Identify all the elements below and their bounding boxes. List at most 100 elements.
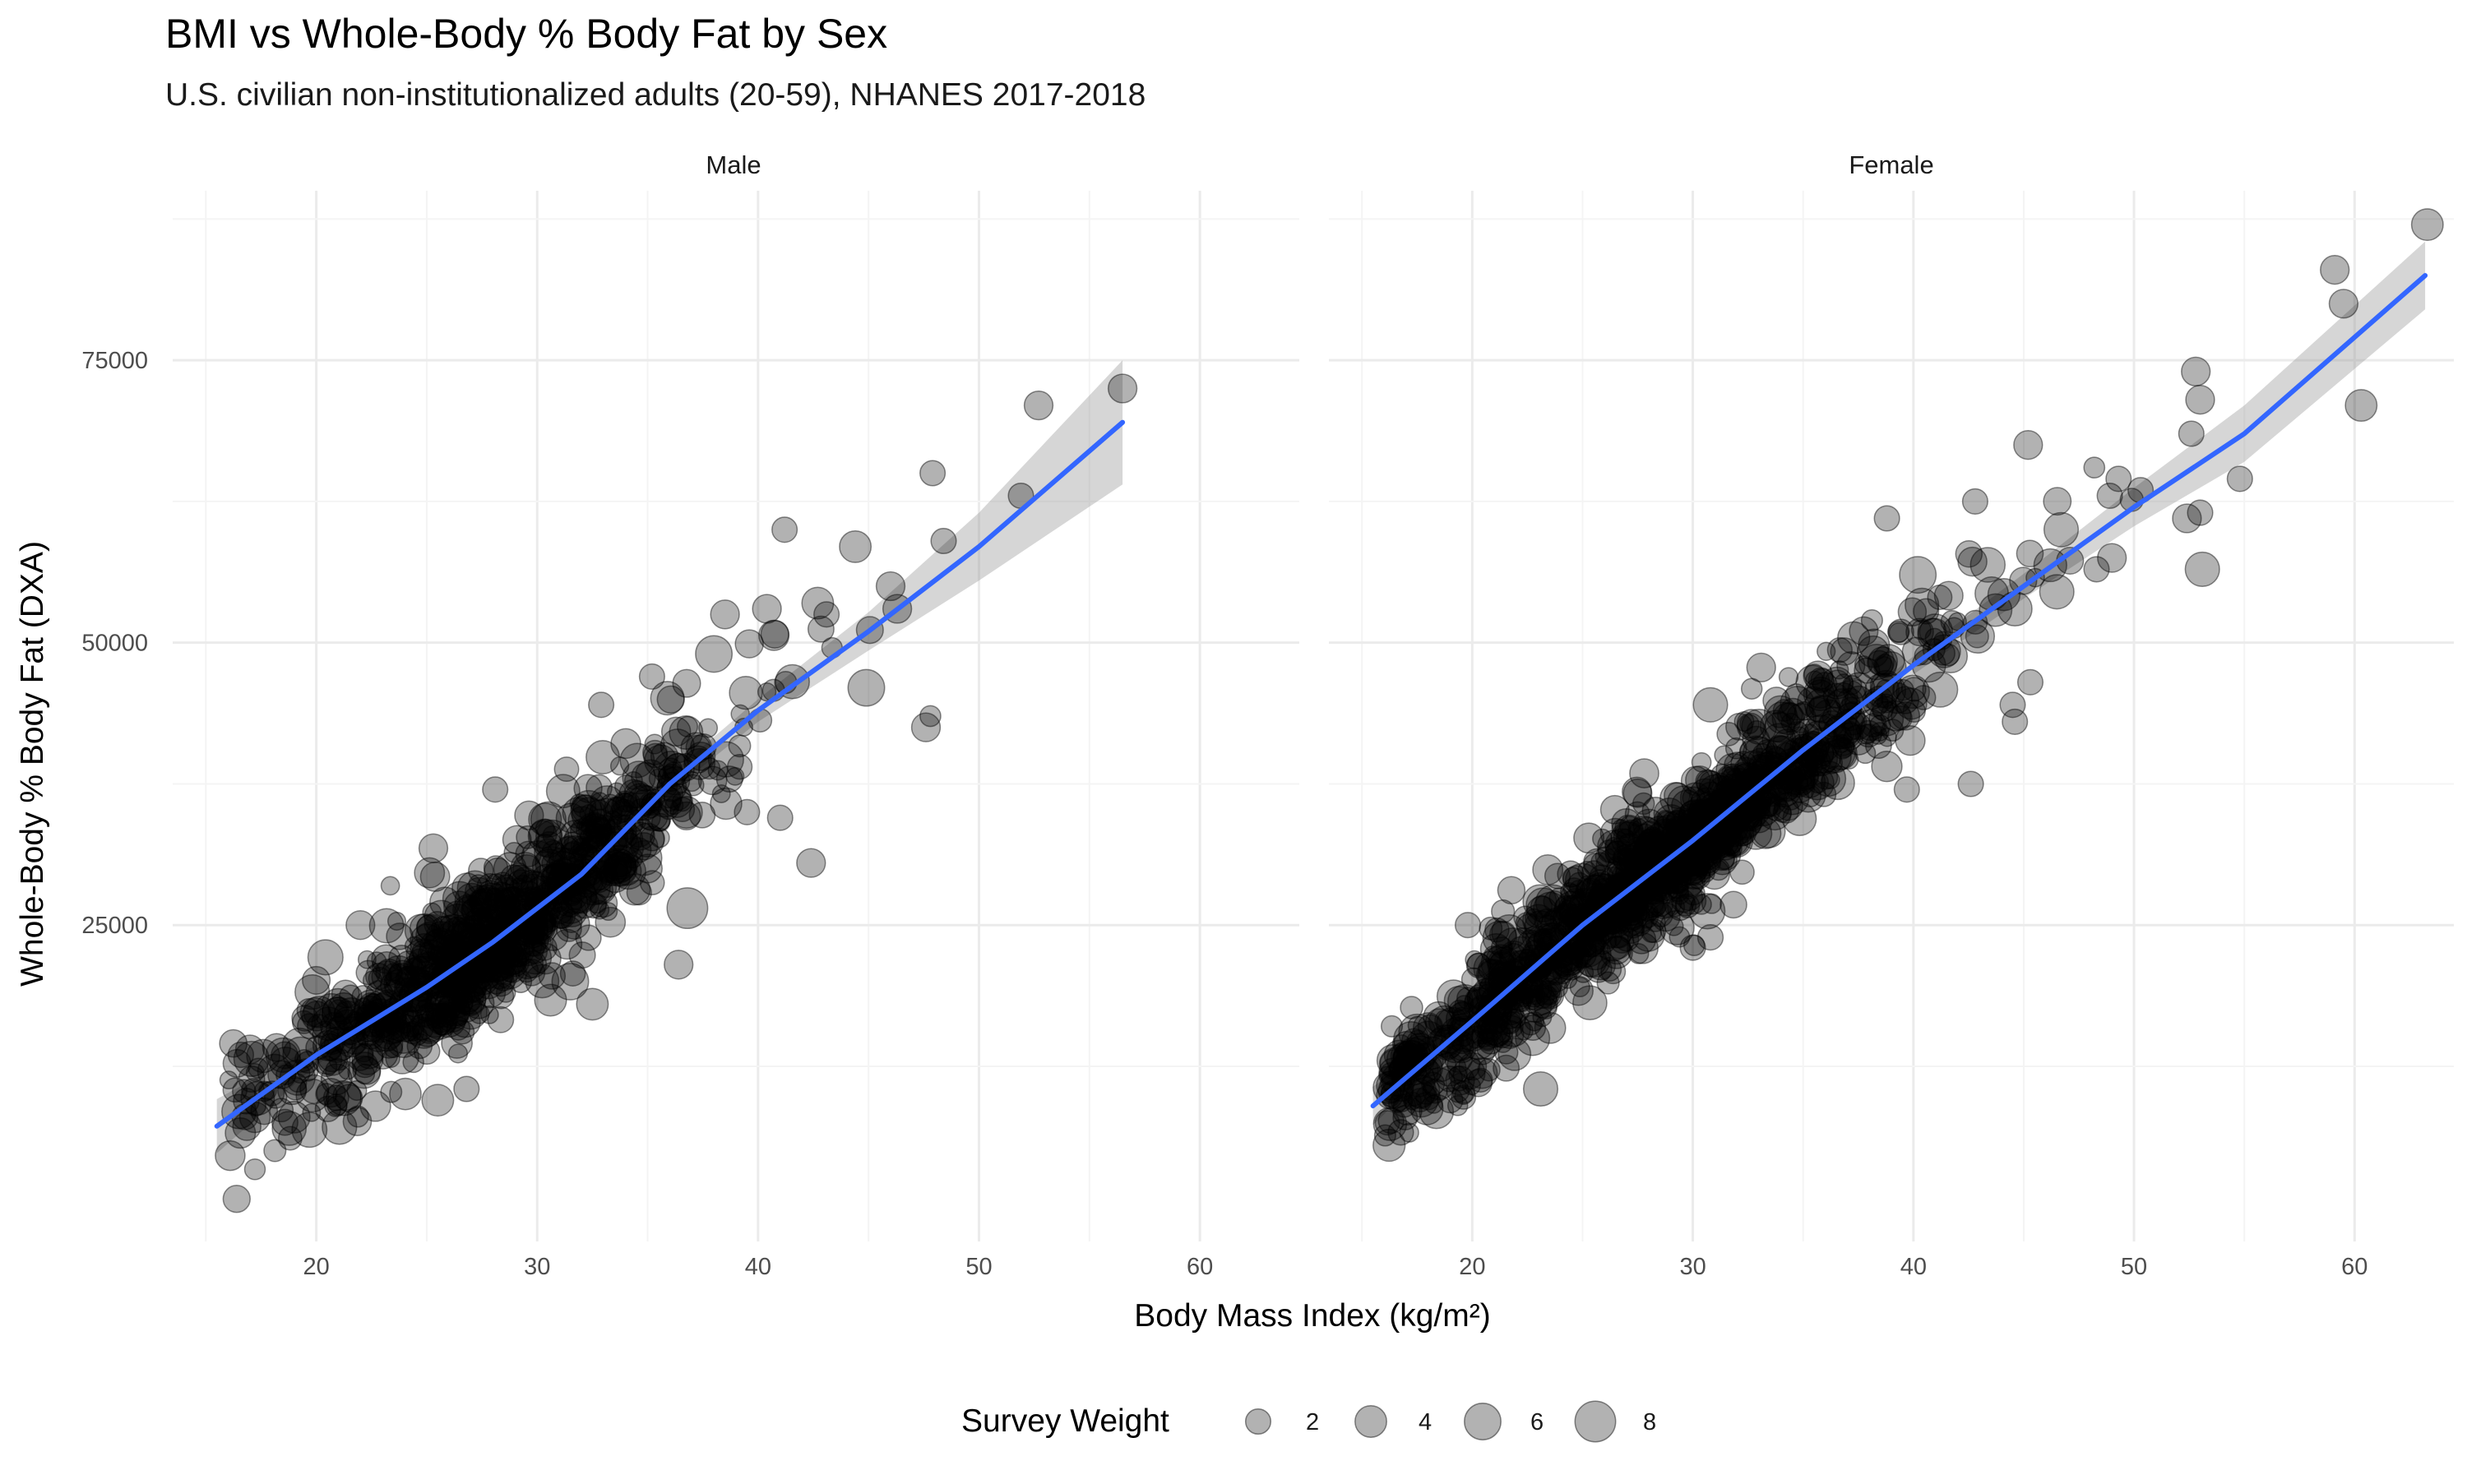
data-point xyxy=(1493,1033,1513,1053)
data-point xyxy=(1899,556,1937,594)
data-point xyxy=(436,1001,468,1033)
data-point xyxy=(1448,1018,1483,1052)
data-point xyxy=(476,872,504,901)
data-point xyxy=(366,951,387,972)
data-point xyxy=(432,1016,451,1036)
data-point xyxy=(642,739,668,765)
legend-key-label: 4 xyxy=(1419,1409,1432,1435)
data-point xyxy=(411,939,436,964)
data-point xyxy=(1618,895,1645,923)
data-point xyxy=(442,881,478,917)
data-point xyxy=(463,907,496,939)
data-point xyxy=(580,858,615,894)
data-point xyxy=(681,771,702,793)
data-point xyxy=(639,825,665,852)
data-point xyxy=(1769,757,1802,791)
data-point xyxy=(334,1006,359,1032)
data-point xyxy=(535,845,569,881)
data-point xyxy=(523,909,558,945)
data-point xyxy=(537,919,569,951)
data-point xyxy=(560,840,588,868)
data-point xyxy=(573,854,597,877)
data-point xyxy=(470,966,493,989)
data-point xyxy=(478,948,513,983)
data-point xyxy=(400,1022,419,1042)
data-point xyxy=(1512,951,1544,982)
data-point xyxy=(485,914,507,936)
data-point xyxy=(1870,673,1907,710)
data-point xyxy=(1490,936,1513,959)
y-tick-label: 25000 xyxy=(81,913,148,939)
data-point xyxy=(1613,927,1640,952)
data-point xyxy=(387,1023,419,1054)
data-point xyxy=(1719,890,1747,919)
data-point xyxy=(1905,587,1940,623)
data-point xyxy=(590,899,610,920)
data-point xyxy=(875,571,906,602)
data-point xyxy=(484,873,508,896)
data-point xyxy=(284,1077,308,1101)
data-point xyxy=(424,1002,456,1033)
data-point xyxy=(331,979,360,1009)
data-point xyxy=(527,818,562,853)
data-point xyxy=(389,959,415,987)
data-point xyxy=(1681,881,1706,906)
data-point xyxy=(530,863,563,896)
data-point xyxy=(919,460,947,487)
data-point xyxy=(522,922,546,945)
data-point xyxy=(599,793,621,815)
data-point xyxy=(669,715,704,750)
data-point xyxy=(910,712,942,742)
data-point xyxy=(384,978,404,999)
data-point xyxy=(354,997,373,1018)
data-point xyxy=(321,987,355,1023)
data-point xyxy=(734,798,761,825)
data-point xyxy=(1733,802,1763,832)
data-point xyxy=(418,833,449,863)
data-point xyxy=(439,940,461,962)
data-point xyxy=(1692,687,1729,723)
data-point xyxy=(598,864,618,884)
data-point xyxy=(725,766,745,786)
data-point xyxy=(585,808,616,839)
data-point xyxy=(1540,962,1571,993)
data-point xyxy=(234,1034,266,1065)
data-point xyxy=(222,1077,248,1103)
data-point xyxy=(224,1117,257,1149)
data-point xyxy=(248,1057,269,1079)
data-point xyxy=(642,742,669,769)
data-point xyxy=(552,887,590,924)
data-point xyxy=(1775,781,1810,816)
data-point xyxy=(1587,923,1608,945)
data-point xyxy=(581,867,608,894)
data-point xyxy=(245,1063,265,1082)
data-point xyxy=(525,921,546,942)
data-point xyxy=(470,886,507,923)
data-point xyxy=(301,1001,332,1032)
data-point xyxy=(398,1010,426,1038)
data-point xyxy=(1389,1054,1422,1087)
data-point xyxy=(296,997,322,1024)
data-point xyxy=(1488,951,1517,980)
data-point xyxy=(328,1048,351,1071)
data-point xyxy=(766,804,794,831)
data-point xyxy=(515,881,543,908)
data-point xyxy=(440,904,475,939)
data-point xyxy=(402,1051,424,1074)
data-point xyxy=(432,1004,456,1029)
data-point xyxy=(2178,420,2205,447)
data-point xyxy=(660,716,692,747)
data-point xyxy=(1548,887,1569,908)
data-point xyxy=(530,932,552,954)
data-point xyxy=(1775,742,1796,762)
data-point xyxy=(422,955,456,991)
data-point xyxy=(381,1048,400,1069)
data-point xyxy=(1617,832,1644,859)
data-point xyxy=(454,882,489,918)
data-point xyxy=(930,527,957,555)
data-point xyxy=(383,963,403,982)
data-point xyxy=(1581,874,1609,901)
data-point xyxy=(518,918,542,941)
data-point xyxy=(477,880,504,907)
